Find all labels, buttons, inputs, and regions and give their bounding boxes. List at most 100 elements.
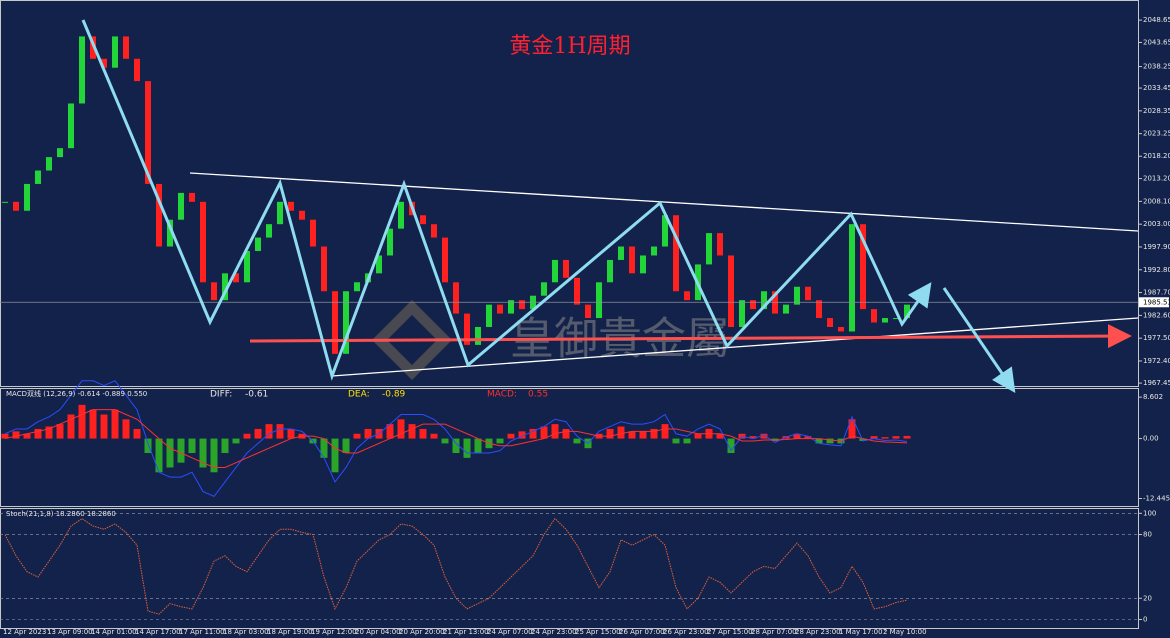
macd-bar xyxy=(606,428,614,439)
candle xyxy=(167,219,173,247)
macd-bar xyxy=(496,438,504,444)
chart-title: 黄金1H周期 xyxy=(509,34,630,59)
x-tick-label: 26 Apr 07:00 xyxy=(619,628,665,636)
down-arrow xyxy=(942,287,1016,393)
candle xyxy=(508,300,514,314)
macd-bar xyxy=(122,419,130,439)
panel-frames xyxy=(0,0,1139,629)
macd-bar xyxy=(892,436,900,439)
macd-bar xyxy=(243,433,251,439)
candle xyxy=(134,58,140,82)
macd-bar xyxy=(881,437,889,439)
y-tick-label: 1982.60 xyxy=(1143,311,1170,319)
candle xyxy=(68,103,74,149)
candle xyxy=(728,255,734,327)
candle xyxy=(200,201,206,283)
candle xyxy=(849,224,855,332)
macd-bar xyxy=(276,424,284,439)
x-tick-label: 18 Apr 19:00 xyxy=(267,628,313,636)
macd-bar xyxy=(78,404,86,439)
macd-bar xyxy=(661,424,669,439)
candle xyxy=(244,250,250,283)
x-tick-label: 28 Apr 07:00 xyxy=(751,628,797,636)
stoch-title: Stoch(21,1,8) 18.2860 18.2860 xyxy=(6,510,116,518)
macd-bar xyxy=(287,428,295,439)
candle xyxy=(343,291,349,354)
macd-bar xyxy=(683,438,691,444)
candle xyxy=(651,246,657,256)
macd-label: MACD: xyxy=(487,390,517,400)
candle xyxy=(783,304,789,314)
macd-bar xyxy=(331,438,339,473)
support-line xyxy=(331,317,1139,377)
candle xyxy=(673,215,679,292)
macd-bar xyxy=(474,438,482,454)
candle xyxy=(145,81,151,184)
macd-line xyxy=(4,409,908,468)
macd-bar xyxy=(815,438,823,444)
macd-bar xyxy=(67,414,75,439)
candle xyxy=(266,224,272,238)
candle xyxy=(662,215,668,247)
candle xyxy=(211,282,217,301)
red-arrow xyxy=(249,324,1132,349)
candle xyxy=(288,201,294,211)
x-tick-label: 2 May 10:00 xyxy=(883,628,927,636)
candle xyxy=(574,277,580,305)
macd-bar xyxy=(254,428,262,439)
candle xyxy=(629,246,635,274)
candle xyxy=(376,255,382,274)
y-tick-label: -12.445 xyxy=(1143,495,1170,503)
candle xyxy=(750,300,756,310)
candle xyxy=(596,282,602,319)
macd-bar xyxy=(1,433,9,439)
candle xyxy=(2,201,8,203)
candle xyxy=(46,157,52,171)
x-tick-label: 20 Apr 04:00 xyxy=(355,628,401,636)
y-tick-label: 2038.25 xyxy=(1143,63,1170,71)
candle xyxy=(453,282,459,314)
candle xyxy=(233,273,239,283)
y-tick-label: 2003.00 xyxy=(1143,220,1170,228)
dea-label: DEA: xyxy=(348,390,370,400)
candle xyxy=(761,291,767,310)
macd-bar xyxy=(793,433,801,439)
macd-bar xyxy=(12,431,20,439)
y-tick-label: 1967.45 xyxy=(1143,379,1170,387)
y-tick-label: 20 xyxy=(1143,594,1152,602)
y-tick-label: 1997.90 xyxy=(1143,243,1170,251)
macd-bar xyxy=(617,426,625,439)
y-tick-label: 80 xyxy=(1143,531,1152,539)
y-tick-label: 1977.50 xyxy=(1143,334,1170,342)
candle xyxy=(904,304,910,319)
candle xyxy=(464,313,470,345)
y-tick-label: 1992.80 xyxy=(1143,266,1170,274)
price-panel xyxy=(0,0,1139,387)
y-tick-label: 1972.40 xyxy=(1143,357,1170,365)
macd-bar xyxy=(540,426,548,439)
current-price-label: 1985.53 xyxy=(1143,298,1170,306)
stoch-panel xyxy=(0,508,1139,629)
candle xyxy=(189,192,195,202)
macd-bar xyxy=(441,438,449,444)
macd-bar xyxy=(848,419,856,439)
macd-line xyxy=(4,380,908,497)
x-tick-label: 28 Apr 23:00 xyxy=(795,628,841,636)
candle xyxy=(794,286,800,305)
y-tick-label: 0.00 xyxy=(1143,435,1159,443)
macd-bar xyxy=(210,438,218,473)
x-tick-label: 25 Apr 15:00 xyxy=(575,628,621,636)
macd-bar xyxy=(45,426,53,439)
macd-bar xyxy=(870,436,878,439)
macd-bar xyxy=(529,428,537,439)
y-tick-label: 8.602 xyxy=(1143,393,1163,401)
macd-bar xyxy=(650,428,658,439)
candle xyxy=(420,215,426,225)
candle xyxy=(805,286,811,301)
dea-value: -0.89 xyxy=(382,390,406,400)
candle xyxy=(442,237,448,283)
y-tick-label: 2048.65 xyxy=(1143,16,1170,24)
candle xyxy=(387,228,393,256)
